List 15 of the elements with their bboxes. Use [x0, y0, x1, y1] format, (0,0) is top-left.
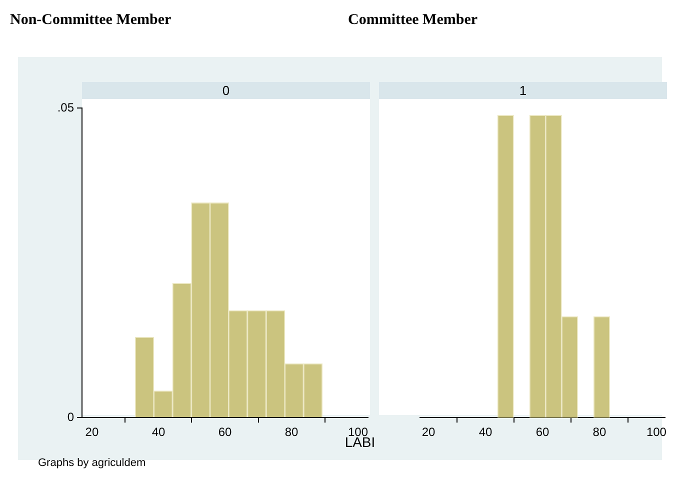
chart-subtitle: 0: [82, 82, 370, 99]
x-tick-label: 100: [646, 425, 667, 440]
text: Graphs by agriculdem: [38, 457, 146, 469]
x-tick-label: 60: [536, 425, 550, 440]
chart-title: Committee Member: [348, 12, 478, 29]
x-tick-label: 80: [592, 425, 606, 440]
chart-title: Non-Committee Member: [10, 12, 172, 29]
x-tick-label: 40: [478, 425, 493, 440]
x-tick-label: 20: [85, 425, 99, 440]
x-tick-label: 60: [218, 425, 232, 440]
x-tick-label: 80: [284, 425, 299, 440]
chart-subtitle: 1: [379, 82, 667, 99]
x-tick-label: 40: [152, 425, 166, 440]
y-tick-label: .05: [57, 100, 74, 115]
x-tick-label: 20: [422, 425, 436, 440]
